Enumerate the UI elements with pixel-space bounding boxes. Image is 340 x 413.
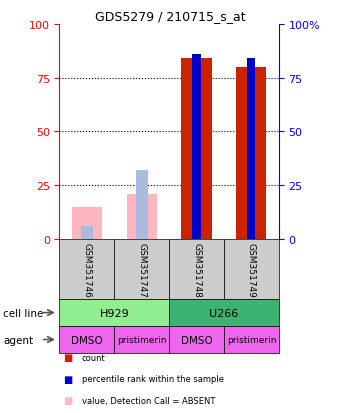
- Text: DMSO: DMSO: [181, 335, 212, 345]
- Text: H929: H929: [99, 308, 129, 318]
- Text: percentile rank within the sample: percentile rank within the sample: [82, 374, 224, 383]
- Text: GSM351748: GSM351748: [192, 242, 201, 297]
- Bar: [81, 227, 93, 240]
- Text: GDS5279 / 210715_s_at: GDS5279 / 210715_s_at: [95, 10, 245, 23]
- Bar: [72, 207, 102, 240]
- Text: ■: ■: [63, 374, 72, 384]
- Text: count: count: [82, 353, 105, 362]
- Text: agent: agent: [3, 335, 34, 345]
- Text: ■: ■: [63, 395, 72, 405]
- Text: U266: U266: [209, 308, 239, 318]
- Bar: [236, 68, 267, 240]
- Text: cell line: cell line: [3, 308, 44, 318]
- Text: GSM351746: GSM351746: [82, 242, 91, 297]
- Bar: [247, 59, 255, 240]
- Text: pristimerin: pristimerin: [227, 335, 276, 344]
- Text: GSM351749: GSM351749: [247, 242, 256, 297]
- Text: value, Detection Call = ABSENT: value, Detection Call = ABSENT: [82, 396, 215, 405]
- Bar: [136, 171, 148, 240]
- Bar: [127, 195, 157, 240]
- Bar: [192, 55, 201, 240]
- Text: pristimerin: pristimerin: [117, 335, 167, 344]
- Text: ■: ■: [63, 352, 72, 362]
- Text: GSM351747: GSM351747: [137, 242, 146, 297]
- Text: DMSO: DMSO: [71, 335, 103, 345]
- Bar: [182, 59, 211, 240]
